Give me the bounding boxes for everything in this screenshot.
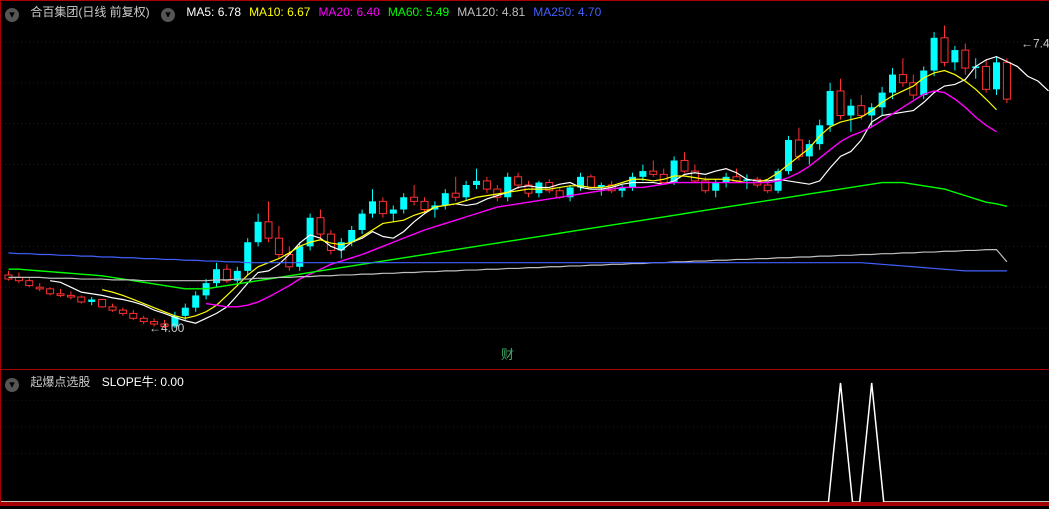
main-chart-legend: ▾ 合百集团(日线 前复权) ▾ MA5: 6.78 MA10: 6.67 MA20… — [5, 3, 617, 22]
collapse-icon[interactable]: ▾ — [5, 8, 19, 22]
stock-title: 合百集团(日线 前复权) — [30, 5, 149, 19]
main-candlestick-chart[interactable]: ▾ 合百集团(日线 前复权) ▾ MA5: 6.78 MA10: 6.67 MA20… — [1, 1, 1049, 369]
ma-legend-ma120: MA120: 4.81 — [457, 5, 525, 19]
panel-divider[interactable] — [1, 369, 1049, 370]
ma-toggle-icon[interactable]: ▾ — [161, 8, 175, 22]
ma-legend-ma60: MA60: 5.49 — [388, 5, 449, 19]
sub-indicator-chart[interactable]: ▾ 起爆点选股 SLOPE牛: 0.00 — [1, 371, 1049, 504]
ma-legend-ma10: MA10: 6.67 — [249, 5, 310, 19]
stock-chart-container: ▾ 合百集团(日线 前复权) ▾ MA5: 6.78 MA10: 6.67 MA20… — [0, 0, 1049, 506]
main-chart-svg: ←4.00 ←7.48 财 — [1, 1, 1049, 369]
svg-text:←7.48: ←7.48 — [1021, 37, 1049, 51]
ma-legend-ma5: MA5: 6.78 — [186, 5, 241, 19]
ma-legend-ma250: MA250: 4.70 — [533, 5, 601, 19]
svg-text:←4.00: ←4.00 — [149, 321, 185, 335]
watermark-cai: 财 — [501, 347, 514, 362]
ma-legend-ma20: MA20: 6.40 — [318, 5, 379, 19]
sub-title-primary: 起爆点选股 — [30, 375, 90, 389]
sub-title-secondary: SLOPE牛: 0.00 — [102, 375, 184, 389]
sub-collapse-icon[interactable]: ▾ — [5, 378, 19, 392]
bottom-border — [1, 504, 1049, 505]
sub-chart-legend: ▾ 起爆点选股 SLOPE牛: 0.00 — [5, 373, 192, 392]
